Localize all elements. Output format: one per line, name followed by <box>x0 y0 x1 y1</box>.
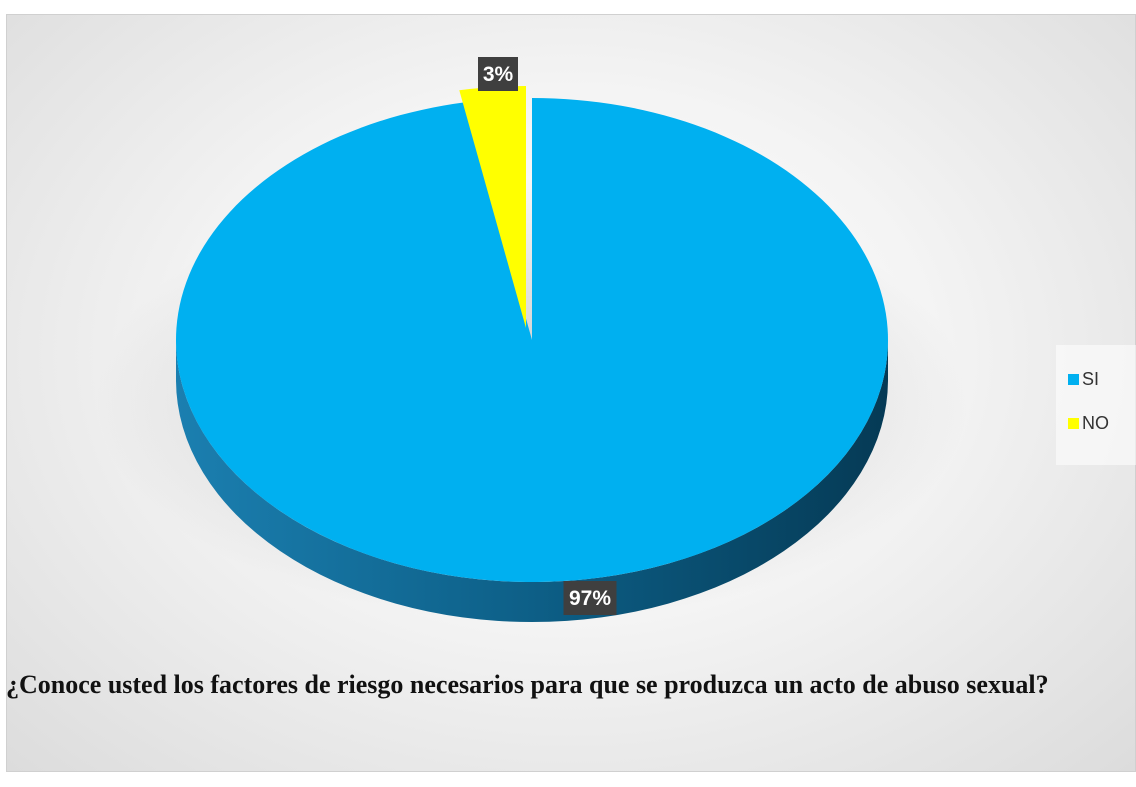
data-label-box <box>563 581 617 615</box>
legend-swatch-si <box>1068 374 1079 385</box>
data-label-si: 97% <box>563 581 617 615</box>
data-label-text: 3% <box>483 63 514 86</box>
pie-slice-si <box>175 98 889 582</box>
legend-swatch-no <box>1068 418 1079 429</box>
chart-caption: ¿Conoce usted los factores de riesgo nec… <box>6 670 1049 699</box>
data-label-box <box>478 57 518 91</box>
legend-label-no: NO <box>1082 413 1109 433</box>
data-label-no: 3% <box>478 57 518 91</box>
data-label-text: 97% <box>569 587 611 610</box>
pie-slice-no <box>459 86 526 328</box>
legend: SI NO <box>1056 345 1136 465</box>
legend-label-si: SI <box>1082 369 1100 389</box>
pie-side-si <box>176 340 888 622</box>
